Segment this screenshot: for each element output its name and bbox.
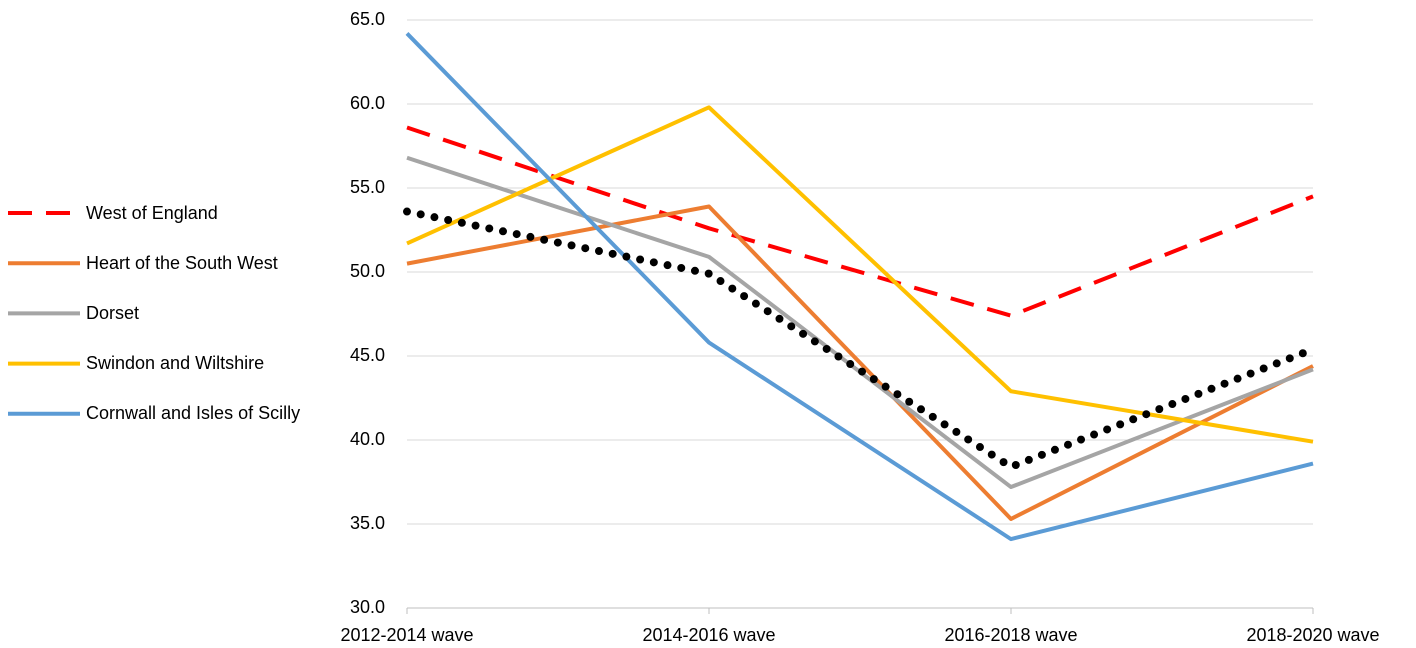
y-tick-label: 55.0 — [350, 177, 385, 197]
series-line — [406, 204, 1314, 521]
y-tick-label: 45.0 — [350, 345, 385, 365]
x-tick-label: 2014-2016 wave — [642, 625, 775, 645]
y-tick-label: 40.0 — [350, 429, 385, 449]
series-line — [403, 207, 1317, 471]
series-line — [406, 155, 1314, 490]
y-tick-label: 65.0 — [350, 9, 385, 29]
series-line — [406, 125, 1314, 318]
series-line — [405, 32, 1314, 542]
legend-label: Dorset — [86, 302, 140, 323]
y-tick-label: 60.0 — [350, 93, 385, 113]
x-tick-label: 2016-2018 wave — [944, 625, 1077, 645]
x-tick-label: 2012-2014 wave — [340, 625, 473, 645]
legend-label: Heart of the South West — [86, 252, 278, 273]
legend-label: Swindon and Wiltshire — [86, 353, 265, 374]
legend-label: West of England — [86, 202, 218, 223]
y-tick-label: 50.0 — [350, 261, 385, 281]
series-line — [406, 105, 1314, 444]
y-tick-label: 35.0 — [350, 513, 385, 533]
y-tick-label: 30.0 — [350, 597, 385, 617]
legend-label: Cornwall and Isles of Scilly — [86, 403, 301, 424]
x-tick-label: 2018-2020 wave — [1246, 625, 1379, 645]
